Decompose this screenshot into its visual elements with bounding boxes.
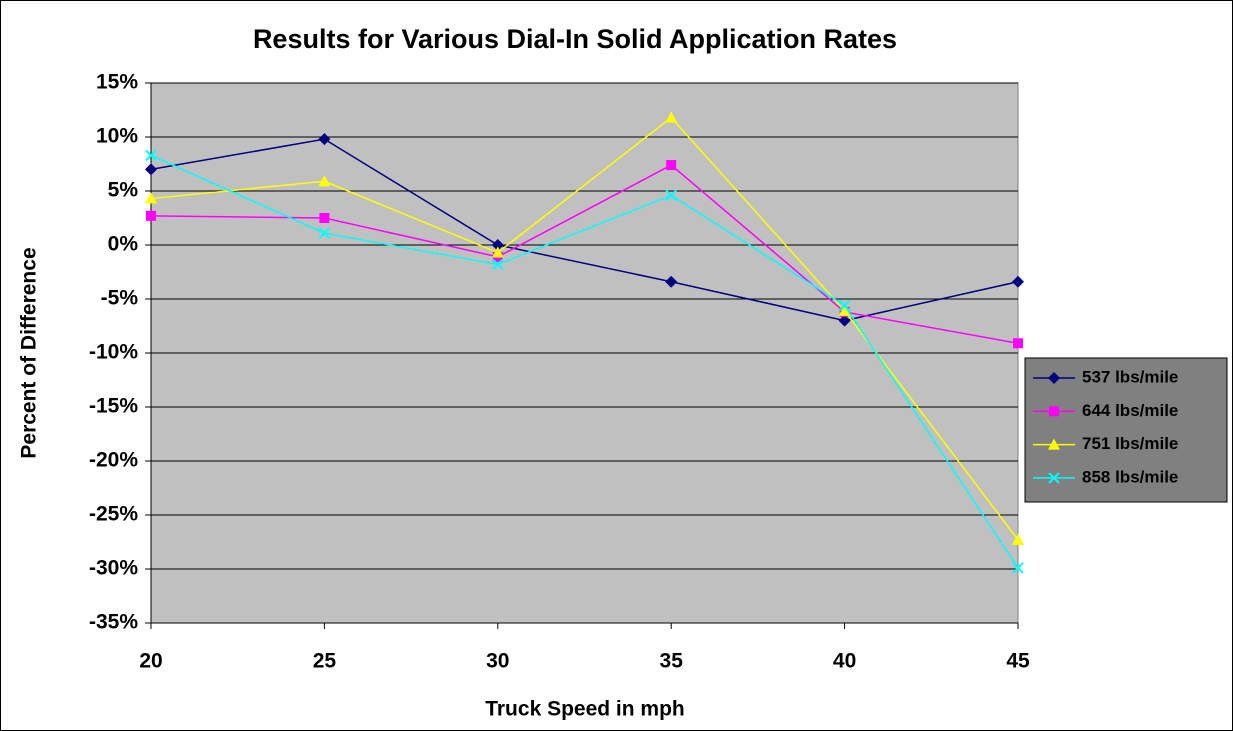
data-point — [838, 299, 851, 312]
data-point — [492, 258, 504, 271]
data-point — [491, 239, 504, 251]
x-tick-label: 45 — [1006, 650, 1030, 673]
legend-label: 644 lbs/mile — [1082, 401, 1178, 420]
data-point — [1013, 338, 1023, 349]
data-point — [665, 189, 677, 202]
x-tick-label: 25 — [313, 650, 337, 673]
data-point — [1012, 533, 1024, 545]
data-point — [666, 160, 677, 171]
x-axis-title: Truck Speed in mph — [485, 698, 685, 721]
x-tick-label: 35 — [660, 650, 684, 673]
legend-marker — [1048, 372, 1060, 384]
data-point — [1012, 275, 1024, 288]
y-tick-label: -35% — [89, 611, 138, 634]
y-tick-label: 5% — [108, 179, 139, 202]
data-point — [665, 275, 678, 288]
legend-label: 537 lbs/mile — [1082, 367, 1178, 386]
series-line — [150, 164, 1019, 345]
data-point — [319, 213, 330, 223]
x-tick-label: 30 — [486, 650, 509, 673]
x-tick-label: 40 — [833, 650, 856, 673]
data-point — [318, 227, 331, 239]
series-line — [150, 138, 1019, 322]
y-tick-label: -30% — [89, 557, 138, 580]
legend-marker — [1049, 406, 1059, 417]
data-point — [145, 163, 157, 176]
legend-label: 858 lbs/mile — [1082, 467, 1178, 486]
y-tick-label: -5% — [101, 287, 139, 310]
y-tick-label: 10% — [96, 125, 138, 148]
data-point — [665, 111, 678, 123]
y-tick-label: 15% — [96, 71, 138, 94]
data-point — [146, 210, 156, 221]
chart-title: Results for Various Dial-In Solid Applic… — [253, 24, 897, 54]
y-tick-label: -15% — [89, 395, 138, 418]
y-tick-label: 0% — [108, 233, 139, 256]
data-point — [318, 133, 331, 146]
legend-marker — [1048, 472, 1060, 484]
data-point — [145, 149, 157, 162]
data-point — [838, 304, 851, 316]
legend-label: 751 lbs/mile — [1082, 434, 1178, 453]
data-point — [145, 192, 157, 204]
y-tick-label: -25% — [89, 503, 138, 526]
data-point — [491, 246, 504, 258]
y-tick-label: -20% — [89, 449, 138, 472]
data-point — [318, 175, 331, 187]
y-axis-title: Percent of Difference — [18, 247, 41, 458]
y-tick-label: -10% — [89, 341, 138, 364]
x-tick-label: 20 — [139, 650, 162, 673]
legend-marker — [1048, 438, 1060, 450]
series-line — [150, 154, 1019, 569]
data-point — [838, 314, 851, 327]
data-point — [1012, 562, 1024, 574]
